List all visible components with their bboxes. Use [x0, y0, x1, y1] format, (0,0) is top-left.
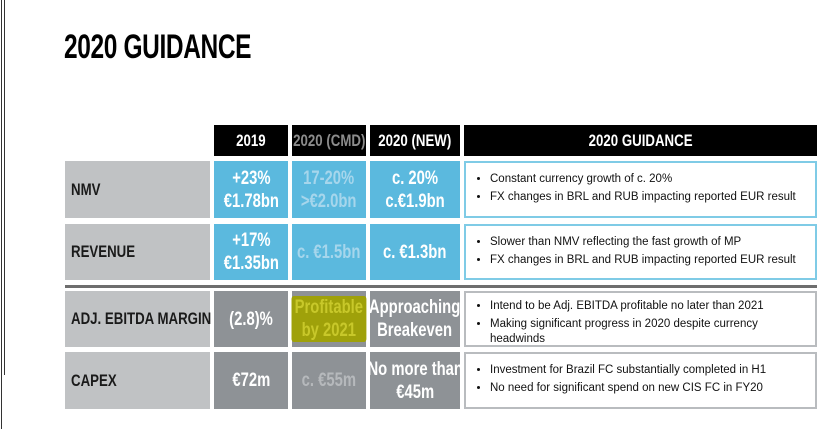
header-2020-new: 2020 (NEW) [370, 125, 460, 156]
nmv-guidance: Constant currency growth of c. 20% FX cha… [464, 161, 817, 218]
guidance-bullet: Making significant progress in 2020 desp… [490, 317, 807, 347]
window-edge-left [1, 0, 2, 429]
highlight-mark: Profitable by 2021 [291, 296, 367, 342]
ebitda-guidance: Intend to be Adj. EBITDA profitable no l… [464, 291, 817, 347]
guidance-bullet: FX changes in BRL and RUB impacting repo… [490, 253, 807, 268]
nmv-2020-cmd: 17-20% >€2.0bn [292, 161, 366, 218]
nmv-2020-new: c. 20% c.€1.9bn [370, 161, 460, 218]
capex-2020-new: No more than €45m [367, 352, 463, 409]
ebitda-2019: (2.8)% [214, 291, 288, 347]
guidance-bullet: FX changes in BRL and RUB impacting repo… [490, 190, 807, 205]
row-label-capex: CAPEX [65, 352, 210, 409]
header-2019: 2019 [214, 125, 288, 156]
guidance-bullet: No need for significant spend on new CIS… [490, 381, 807, 396]
ebitda-2020-cmd: Profitable by 2021 [291, 291, 367, 347]
row-label-adj-ebitda-margin: ADJ. EBITDA MARGIN [65, 291, 211, 347]
guidance-bullet: Investment for Brazil FC substantially c… [490, 363, 807, 378]
guidance-bullet: Intend to be Adj. EBITDA profitable no l… [490, 299, 807, 314]
row-label-nmv: NMV [65, 161, 210, 218]
header-2020-guidance: 2020 GUIDANCE [464, 125, 817, 156]
ebitda-2020-new: Approaching Breakeven [369, 291, 461, 347]
nmv-2019: +23% €1.78bn [214, 161, 288, 218]
capex-2019: €72m [214, 352, 288, 409]
header-2020-cmd: 2020 (CMD) [292, 125, 366, 156]
window-edge-left-inner [4, 0, 5, 375]
row-label-revenue: REVENUE [65, 224, 210, 280]
revenue-guidance: Slower than NMV reflecting the fast grow… [464, 224, 817, 280]
revenue-2019: +17% €1.35bn [214, 224, 288, 280]
capex-2020-cmd: c. €55m [292, 352, 366, 409]
capex-guidance: Investment for Brazil FC substantially c… [464, 352, 817, 409]
guidance-bullet: Constant currency growth of c. 20% [490, 172, 807, 187]
revenue-2020-new: c. €1.3bn [370, 224, 460, 280]
page-title: 2020 GUIDANCE [64, 28, 252, 66]
revenue-2020-cmd: c. €1.5bn [292, 224, 366, 280]
guidance-bullet: Slower than NMV reflecting the fast grow… [490, 235, 807, 250]
section-divider [65, 285, 817, 288]
